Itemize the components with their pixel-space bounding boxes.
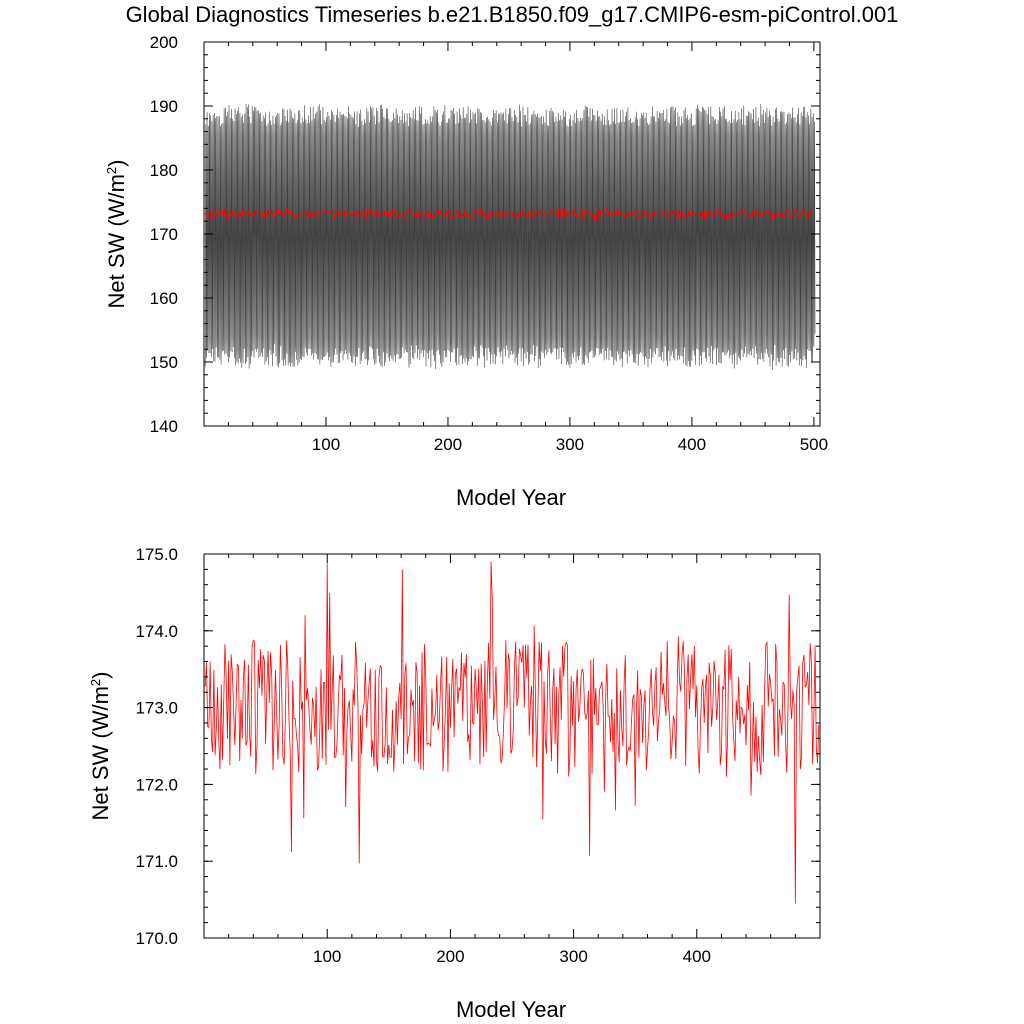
monthly-series-line [204,104,816,370]
top-panel: 100 200 300 400 500 140 150 160 170 180 190 200 Mod… [104,33,828,510]
top-x-axis-label: Model Year [456,485,566,510]
chart-title: Global Diagnostics Timeseries b.e21.B185… [126,2,899,27]
bottom-panel: 100 200 300 400 170.0 171.0 172.0 173.0 174.0 175… [88,545,821,1022]
bottom-x-axis-label: Model Year [456,997,566,1022]
top-y-tick-label: 170 [150,225,178,244]
bottom-y-tick-label: 175.0 [135,545,178,564]
bottom-y-tick-label: 171.0 [135,852,178,871]
bottom-y-tick-label: 170.0 [135,929,178,948]
top-x-tick-label: 100 [312,435,340,454]
bottom-y-tick-label: 174.0 [135,622,178,641]
top-y-tick-label: 140 [150,417,178,436]
top-y-axis-label: Net SW (W/m2) [104,160,129,309]
top-annual-mean-line [204,206,815,222]
top-plot-data [204,104,816,370]
bottom-y-axis-label: Net SW (W/m2) [88,672,113,821]
top-y-tick-label: 190 [150,97,178,116]
top-y-tick-label: 150 [150,353,178,372]
bottom-x-tick-label: 200 [436,947,464,966]
top-axes: 100 200 300 400 500 140 150 160 170 180 190 200 [150,33,828,454]
bottom-x-tick-label: 100 [313,947,341,966]
bottom-y-tick-label: 172.0 [135,775,178,794]
bottom-x-tick-label: 300 [559,947,587,966]
bottom-plot-data [204,561,820,904]
top-x-tick-label: 300 [556,435,584,454]
top-y-tick-label: 160 [150,289,178,308]
bottom-y-tick-label: 173.0 [135,699,178,718]
top-x-tick-label: 500 [800,435,828,454]
bottom-x-tick-label: 400 [683,947,711,966]
bottom-annual-mean-line [204,561,820,904]
top-x-tick-label: 200 [434,435,462,454]
top-y-tick-label: 180 [150,161,178,180]
bottom-axes: 100 200 300 400 170.0 171.0 172.0 173.0 174.0 175… [135,545,821,966]
top-y-tick-label: 200 [150,33,178,52]
bottom-plot-frame [203,553,821,939]
top-x-tick-label: 400 [678,435,706,454]
